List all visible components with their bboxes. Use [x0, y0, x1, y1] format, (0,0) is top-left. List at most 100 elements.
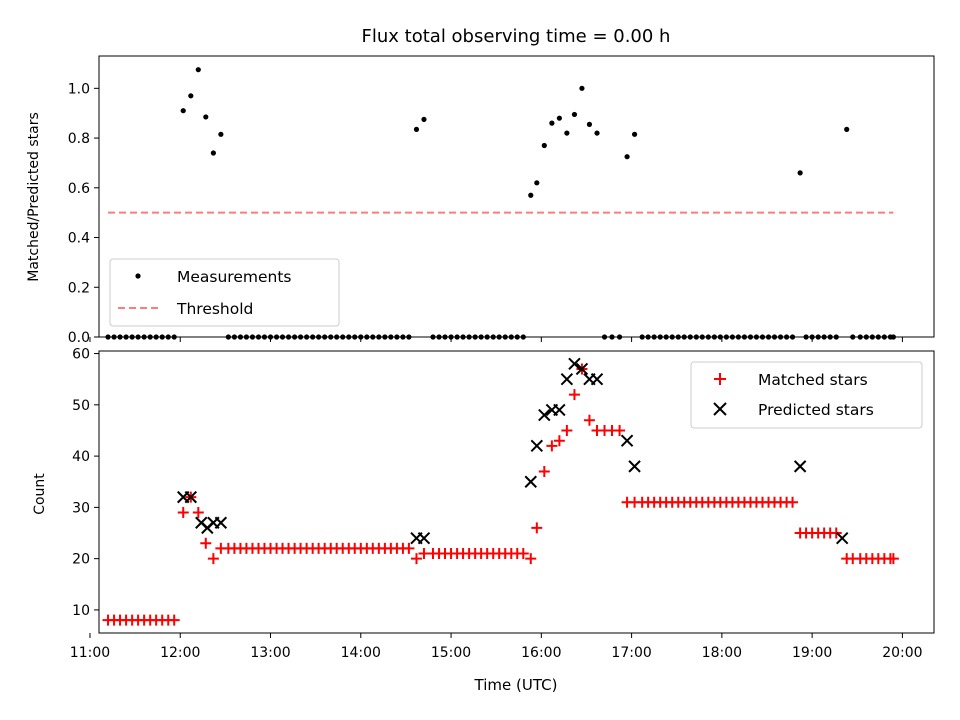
measurement-point: [231, 334, 238, 340]
matched-star-point: [546, 440, 558, 452]
measurement-point: [651, 334, 657, 340]
bottom-x-tick-label: 13:00: [250, 645, 290, 661]
measurement-point: [400, 334, 406, 340]
measurement-point: [777, 334, 784, 340]
measurement-point: [105, 334, 111, 340]
measurement-point: [759, 334, 766, 340]
top-axes: 0.0 0.2 0.4 0.6 0.8 1.0 Matched/Predicted sta…: [26, 55, 935, 346]
measurement-point: [528, 192, 534, 198]
measurement-point: [346, 334, 352, 340]
matched-stars-series: [102, 363, 899, 626]
measurement-point: [334, 334, 340, 340]
predicted-star-point: [530, 439, 544, 453]
bottom-x-tick-label: 20:00: [882, 645, 922, 661]
measurement-point: [297, 334, 304, 340]
bottom-legend-box: [690, 361, 923, 429]
matched-stars-legend-label: Matched stars: [758, 371, 868, 389]
measurement-point: [180, 108, 186, 114]
measurement-point: [421, 116, 427, 123]
measurement-point: [502, 334, 508, 340]
matched-star-point: [410, 553, 422, 565]
measurement-point: [723, 334, 729, 340]
measurement-point: [141, 334, 147, 340]
measurement-point: [436, 334, 442, 340]
predicted-star-point: [524, 475, 537, 488]
bottom-y-tick-label: 10: [72, 603, 90, 619]
matched-star-point: [531, 522, 543, 534]
measurement-point: [310, 334, 316, 340]
measurement-point: [472, 334, 478, 340]
measurement-point: [358, 334, 364, 340]
matched-star-point: [403, 542, 415, 554]
measurement-point: [237, 334, 244, 340]
x-axis-label: Time (UTC): [474, 676, 558, 694]
matched-star-point: [583, 414, 595, 426]
measurement-point: [195, 67, 201, 73]
measurement-point: [267, 334, 274, 340]
bottom-x-tick-label: 16:00: [521, 645, 561, 661]
measurement-point: [255, 334, 262, 340]
measurement-point: [616, 334, 623, 340]
measurement-point: [466, 334, 472, 340]
predicted-star-point: [793, 460, 807, 473]
measurement-point: [875, 334, 881, 340]
measurement-point: [717, 334, 723, 340]
measurement-point: [448, 334, 454, 340]
predicted-stars-series: [177, 357, 849, 545]
measurement-point: [370, 334, 376, 340]
bottom-x-tick-label: 15:00: [431, 645, 471, 661]
measurement-point: [171, 334, 177, 340]
top-y-tick-label: 0.8: [68, 131, 90, 147]
matched-star-point: [517, 548, 529, 560]
predicted-stars-legend-label: Predicted stars: [758, 401, 874, 419]
measurement-point: [771, 334, 778, 340]
measurement-point: [364, 334, 370, 340]
measurement-point: [881, 334, 887, 340]
top-y-axis-label: Matched/Predicted stars: [26, 112, 42, 282]
predicted-star-point: [620, 434, 634, 447]
measurement-point: [803, 334, 809, 340]
measurement-point: [394, 334, 400, 340]
measurement-point: [508, 334, 514, 340]
measurement-point: [478, 334, 484, 340]
predicted-star-point: [590, 372, 604, 386]
bottom-x-tick-label: 17:00: [611, 645, 651, 661]
matched-star-point: [207, 553, 219, 565]
measurement-point: [285, 334, 292, 340]
measurement-point: [681, 334, 687, 340]
measurement-point: [328, 334, 334, 340]
measurement-point: [765, 334, 772, 340]
bottom-y-tick-label: 60: [72, 347, 90, 363]
measurement-point: [729, 334, 736, 340]
measurement-point: [699, 334, 705, 340]
measurement-point: [821, 334, 827, 340]
top-legend: Measurements Threshold: [109, 258, 340, 327]
measurement-point: [711, 334, 717, 340]
measurement-point: [747, 334, 754, 340]
predicted-star-point: [568, 357, 581, 371]
top-y-tick-label: 0.6: [68, 181, 90, 197]
measurement-point: [117, 334, 123, 340]
measurement-point: [556, 115, 562, 121]
measurement-point: [460, 334, 466, 340]
measurement-point: [304, 334, 310, 340]
measurement-point: [225, 334, 231, 340]
bottom-x-tick-label: 14:00: [341, 645, 381, 661]
measurement-point: [520, 334, 526, 340]
top-y-tick-label: 0.0: [68, 330, 90, 346]
measurements-legend-label: Measurements: [177, 268, 292, 286]
measurement-point: [579, 85, 585, 91]
bottom-x-ticks: 11:00 12:00 13:00 14:00 15:00 16:00 17:00 18:00…: [70, 633, 923, 661]
measurement-point: [279, 334, 286, 340]
measurement-point: [735, 334, 741, 340]
measurement-point: [188, 93, 194, 99]
measurement-point: [609, 334, 615, 340]
measurement-point: [165, 334, 171, 340]
measurements-series: [105, 67, 896, 340]
bottom-x-tick-label: 12:00: [160, 645, 200, 661]
measurement-point: [135, 334, 141, 340]
measurement-point: [159, 334, 165, 340]
measurement-point: [833, 334, 839, 340]
matched-star-point: [525, 553, 537, 565]
predicted-star-point: [835, 531, 849, 545]
